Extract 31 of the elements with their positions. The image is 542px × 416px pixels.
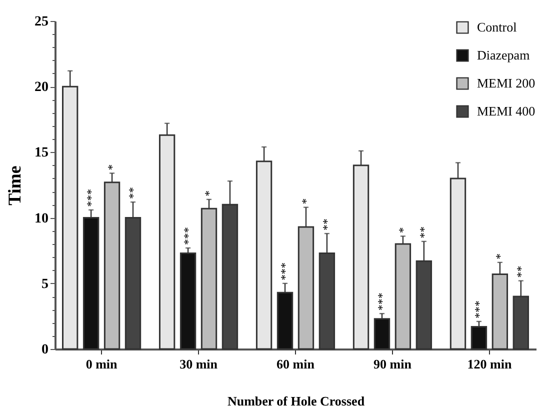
x-tick-label: 90 min bbox=[374, 356, 412, 372]
legend-label: MEMI 200 bbox=[477, 76, 536, 90]
annotation: * bbox=[396, 227, 410, 234]
y-tick-label: 25 bbox=[34, 14, 48, 30]
x-axis-title: Number of Hole Crossed bbox=[227, 394, 366, 408]
annotation: ** bbox=[514, 266, 528, 278]
annotation: * bbox=[202, 190, 216, 196]
legend-label: Control bbox=[477, 20, 518, 34]
annotation: * bbox=[105, 164, 120, 170]
x-tick-label: 0 min bbox=[86, 356, 118, 372]
y-axis-title: Time bbox=[4, 166, 24, 206]
x-tick-label: 60 min bbox=[276, 356, 316, 372]
x-tick-label: 30 min bbox=[180, 356, 218, 372]
annotation: *** bbox=[374, 292, 389, 311]
annotation: * bbox=[492, 253, 507, 260]
annotation: *** bbox=[84, 188, 98, 207]
y-tick-label: 5 bbox=[42, 276, 48, 292]
x-tick-label: 120 min bbox=[467, 356, 512, 372]
y-tick-label: 20 bbox=[34, 80, 48, 96]
annotation: *** bbox=[278, 262, 292, 280]
annotation: * bbox=[298, 198, 313, 204]
annotation: *** bbox=[181, 226, 196, 245]
annotation: ** bbox=[320, 218, 334, 231]
y-tick-label: 15 bbox=[34, 146, 48, 161]
annotation: ** bbox=[126, 187, 140, 200]
legend-label: Diazepam bbox=[477, 48, 530, 62]
y-tick-label: 0 bbox=[42, 342, 48, 358]
y-tick-label: 10 bbox=[34, 211, 48, 226]
annotation: ** bbox=[416, 226, 431, 238]
legend-label: MEMI 400 bbox=[477, 104, 536, 118]
annotation: *** bbox=[472, 300, 486, 318]
